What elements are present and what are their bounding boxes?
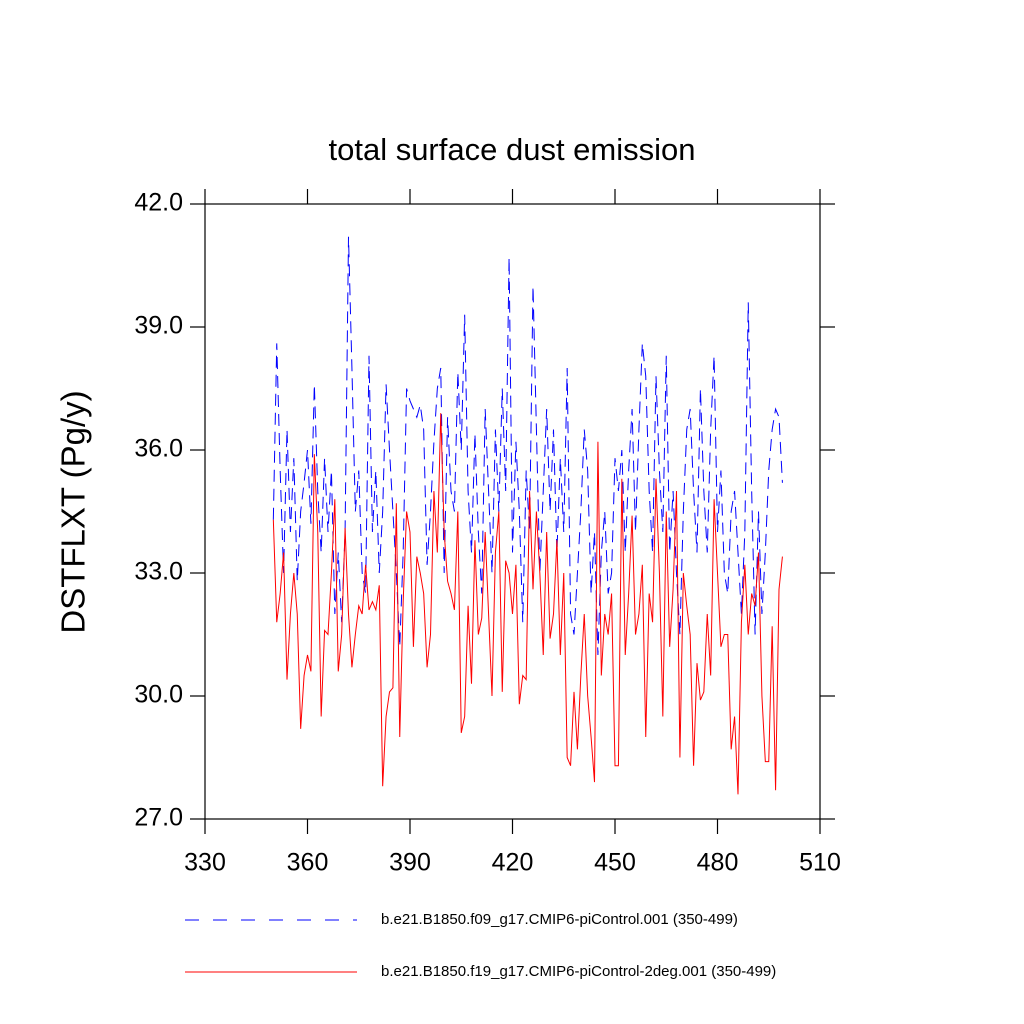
y-tick-label: 39.0 [134, 312, 183, 340]
data-line [272, 236, 783, 656]
chart-title: total surface dust emission [328, 132, 695, 167]
y-tick-label: 30.0 [134, 681, 183, 709]
y-tick-label: 42.0 [134, 189, 183, 217]
x-tick-label: 390 [389, 849, 431, 877]
x-tick-label: 450 [594, 849, 636, 877]
y-tick-label: 27.0 [134, 804, 183, 832]
data-line [272, 413, 783, 795]
x-tick-label: 480 [697, 849, 739, 877]
legend-label: b.e21.B1850.f09_g17.CMIP6-piControl.001 … [381, 911, 738, 928]
x-tick-label: 420 [492, 849, 534, 877]
x-tick-label: 510 [799, 849, 841, 877]
y-tick-label: 36.0 [134, 435, 183, 463]
y-axis-label: DSTFLXT (Pg/y) [55, 390, 92, 633]
y-tick-label: 33.0 [134, 558, 183, 586]
x-tick-label: 330 [184, 849, 226, 877]
legend-label: b.e21.B1850.f19_g17.CMIP6-piControl-2deg… [381, 963, 776, 980]
x-tick-label: 360 [287, 849, 329, 877]
